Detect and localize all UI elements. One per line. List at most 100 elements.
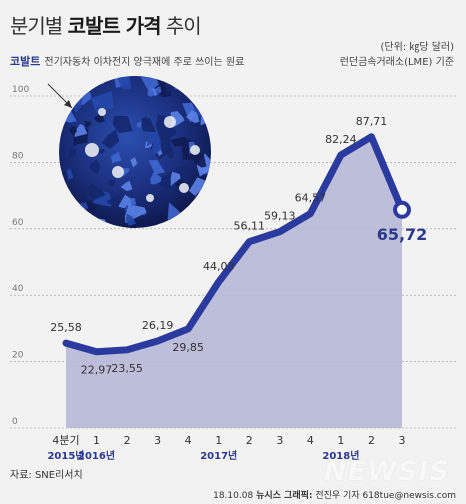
cobalt-crystal	[170, 171, 181, 186]
cobalt-crystal	[64, 115, 74, 123]
year-label: 2015년	[47, 449, 84, 462]
cobalt-crystal	[156, 170, 174, 192]
cobalt-crystal	[68, 125, 78, 136]
cobalt-crystal	[92, 191, 112, 207]
cobalt-crystal	[112, 115, 133, 133]
x-tick-label: 4	[185, 434, 192, 447]
cobalt-crystal	[130, 157, 138, 168]
price-line	[62, 133, 406, 356]
credit-agency: 뉴시스 그래픽:	[256, 491, 313, 501]
credit-author: 전진우 기자 618tue@newsis.com	[315, 491, 456, 501]
cobalt-crystal	[130, 198, 137, 207]
unit-label: (단위: ㎏당 달러)	[380, 42, 454, 53]
x-tick-label: 2	[368, 434, 375, 447]
x-tick-label: 1	[93, 434, 100, 447]
x-tick-label: 3	[276, 434, 283, 447]
data-label: 29,85	[172, 341, 204, 354]
newsis-watermark: NEWSIS	[324, 456, 450, 487]
data-source: 자료: SNE리서치	[10, 470, 83, 481]
crystal-highlight	[112, 166, 124, 178]
cobalt-crystal	[191, 152, 207, 168]
cobalt-crystal	[66, 168, 74, 180]
x-tick-label: 3	[154, 434, 161, 447]
cobalt-photo	[59, 76, 211, 228]
title-part-2: 코발트 가격	[67, 14, 162, 38]
data-label: 82,24	[325, 133, 357, 146]
cobalt-crystal	[116, 76, 132, 90]
cobalt-crystal	[148, 160, 166, 175]
x-tick-label: 4분기	[52, 434, 79, 447]
cobalt-crystal	[147, 89, 155, 97]
cobalt-crystal	[174, 165, 188, 176]
cobalt-crystal	[207, 78, 211, 83]
credit-line: 18.10.08 뉴시스 그래픽: 전진우 기자 618tue@newsis.c…	[213, 488, 456, 501]
x-tick-label: 2	[246, 434, 253, 447]
cobalt-crystal	[156, 148, 163, 156]
cobalt-crystal	[185, 110, 200, 124]
data-label: 59,13	[264, 210, 296, 223]
y-tick-label: 20	[12, 351, 24, 361]
cobalt-crystal	[125, 213, 136, 226]
crystal-highlight	[164, 116, 176, 128]
data-label: 26,19	[142, 319, 174, 332]
y-tick-label: 40	[12, 284, 24, 294]
cobalt-crystal	[140, 77, 159, 92]
cobalt-crystal	[146, 129, 162, 147]
source-note: 런던금속거래소(LME) 기준	[339, 57, 454, 68]
cobalt-crystal	[69, 76, 86, 87]
cobalt-crystal	[141, 116, 151, 126]
price-area	[66, 136, 402, 428]
cobalt-crystal	[101, 129, 120, 149]
cobalt-crystal	[84, 183, 106, 201]
cobalt-crystal	[130, 116, 136, 124]
data-label: 22,97	[81, 364, 113, 377]
cobalt-crystal	[199, 205, 209, 214]
data-label: 87,71	[356, 115, 388, 128]
cobalt-crystal	[99, 148, 105, 154]
crystal-highlight	[190, 145, 200, 155]
cobalt-crystal	[199, 76, 210, 87]
data-label: 25,58	[50, 321, 82, 334]
title-part-1: 분기별	[10, 14, 63, 38]
cobalt-crystal	[170, 136, 186, 147]
chart-title: 분기별 코발트 가격 추이	[10, 10, 202, 39]
cobalt-crystal	[106, 195, 120, 207]
cobalt-crystal	[154, 86, 162, 94]
crystal-highlight	[98, 108, 106, 116]
data-label: 56,11	[234, 220, 266, 233]
cobalt-crystal	[78, 220, 86, 228]
pointer-arrow	[64, 100, 72, 108]
description-text: 전기자동차 이차전지 양극재에 주로 쓰이는 원료	[44, 57, 245, 68]
cobalt-crystal	[120, 180, 133, 192]
cobalt-crystal	[196, 76, 208, 84]
x-tick-label: 1	[215, 434, 222, 447]
end-point-marker	[393, 200, 411, 219]
cobalt-crystal	[84, 120, 91, 128]
crystal-highlight	[179, 183, 189, 193]
x-tick-label: 3	[399, 434, 406, 447]
y-tick-label: 0	[12, 417, 18, 427]
cobalt-crystal	[136, 121, 143, 128]
year-label: 2017년	[200, 449, 237, 462]
data-label: 23,55	[111, 362, 143, 375]
title-part-3: 추이	[165, 14, 202, 38]
cobalt-crystal	[150, 171, 162, 185]
cobalt-crystal	[88, 159, 100, 175]
cobalt-crystal	[67, 146, 77, 159]
cobalt-crystal	[108, 179, 116, 187]
description-highlight: 코발트	[10, 55, 41, 68]
cobalt-crystal	[151, 143, 162, 155]
cobalt-crystal	[74, 123, 88, 137]
x-tick-label: 1	[337, 434, 344, 447]
data-label: 44,03	[203, 260, 235, 273]
cobalt-crystal	[157, 114, 165, 125]
cobalt-crystal	[90, 91, 114, 113]
y-tick-label: 80	[12, 151, 24, 161]
crystal-highlight	[85, 143, 99, 157]
year-label: 2016년	[78, 449, 115, 462]
cobalt-crystal	[165, 146, 175, 159]
cobalt-crystal	[76, 202, 89, 212]
y-tick-label: 100	[12, 85, 29, 95]
cobalt-crystal	[94, 113, 105, 123]
